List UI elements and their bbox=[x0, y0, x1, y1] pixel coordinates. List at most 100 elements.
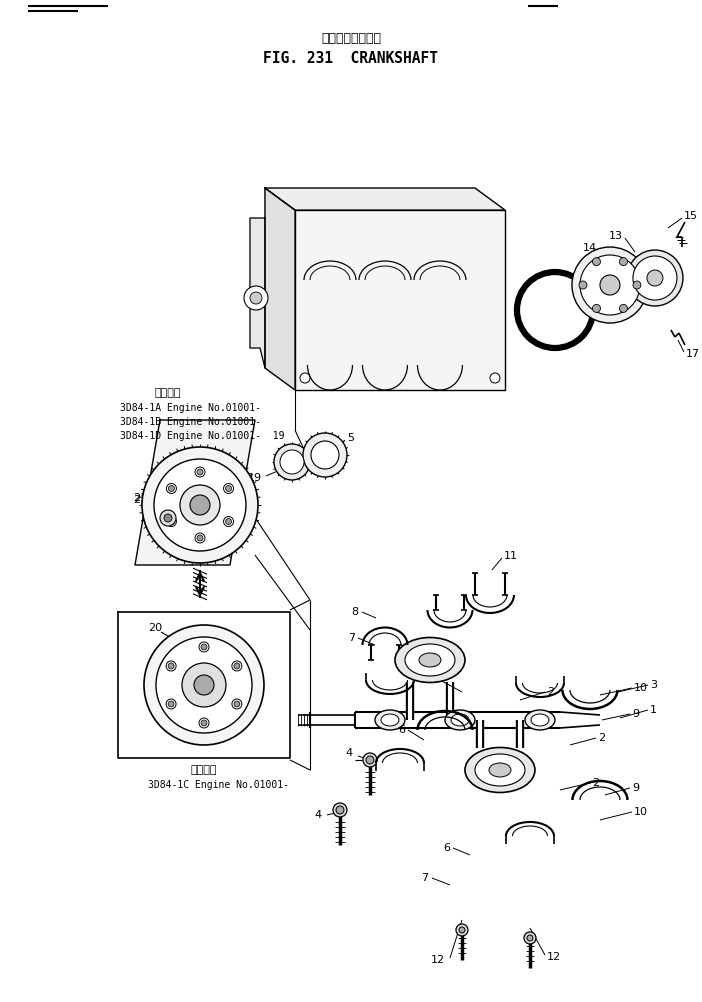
Circle shape bbox=[311, 441, 339, 469]
Circle shape bbox=[592, 258, 600, 266]
Circle shape bbox=[144, 625, 264, 744]
Text: クランクシャフト: クランクシャフト bbox=[321, 31, 381, 44]
Ellipse shape bbox=[395, 637, 465, 682]
Text: 6: 6 bbox=[398, 725, 405, 735]
Text: 20: 20 bbox=[148, 623, 162, 633]
Circle shape bbox=[142, 447, 258, 563]
Circle shape bbox=[164, 514, 172, 522]
Circle shape bbox=[232, 699, 242, 709]
Circle shape bbox=[223, 484, 234, 494]
Circle shape bbox=[232, 661, 242, 671]
Ellipse shape bbox=[489, 763, 511, 777]
Circle shape bbox=[160, 510, 176, 526]
Polygon shape bbox=[265, 188, 295, 390]
Text: 2: 2 bbox=[547, 687, 554, 697]
Circle shape bbox=[647, 270, 663, 286]
Text: 2: 2 bbox=[592, 778, 599, 788]
Circle shape bbox=[234, 663, 240, 669]
Text: 14: 14 bbox=[583, 243, 597, 254]
Ellipse shape bbox=[531, 714, 549, 726]
Text: 2: 2 bbox=[598, 733, 605, 743]
Circle shape bbox=[300, 373, 310, 383]
Ellipse shape bbox=[451, 714, 469, 726]
Circle shape bbox=[490, 373, 500, 383]
Circle shape bbox=[190, 495, 210, 515]
Circle shape bbox=[180, 485, 220, 525]
Text: 21: 21 bbox=[133, 493, 147, 503]
Text: 適用号機: 適用号機 bbox=[154, 388, 181, 398]
Text: 1: 1 bbox=[650, 705, 657, 715]
Text: 20: 20 bbox=[189, 455, 203, 465]
Circle shape bbox=[199, 642, 209, 652]
Text: 8: 8 bbox=[351, 607, 358, 617]
Circle shape bbox=[456, 924, 468, 936]
Text: 15: 15 bbox=[684, 211, 698, 221]
Circle shape bbox=[225, 518, 232, 524]
Text: 3: 3 bbox=[650, 680, 657, 690]
Circle shape bbox=[168, 486, 174, 492]
Circle shape bbox=[524, 932, 536, 944]
Circle shape bbox=[197, 469, 203, 475]
Circle shape bbox=[166, 516, 176, 526]
Circle shape bbox=[363, 753, 377, 767]
Circle shape bbox=[166, 699, 176, 709]
Circle shape bbox=[579, 281, 587, 289]
Circle shape bbox=[280, 450, 304, 474]
Circle shape bbox=[459, 927, 465, 933]
Ellipse shape bbox=[381, 714, 399, 726]
Circle shape bbox=[333, 803, 347, 817]
Text: 6: 6 bbox=[443, 843, 450, 853]
Circle shape bbox=[154, 459, 246, 551]
Ellipse shape bbox=[445, 710, 475, 730]
Circle shape bbox=[234, 701, 240, 707]
Text: 4: 4 bbox=[315, 810, 322, 820]
Text: 9: 9 bbox=[632, 783, 639, 793]
Circle shape bbox=[592, 305, 600, 313]
Text: 12: 12 bbox=[431, 955, 445, 965]
Ellipse shape bbox=[405, 644, 455, 676]
Circle shape bbox=[274, 444, 310, 480]
Circle shape bbox=[197, 535, 203, 541]
Circle shape bbox=[201, 644, 207, 650]
Circle shape bbox=[527, 935, 533, 941]
Polygon shape bbox=[265, 188, 505, 210]
Circle shape bbox=[524, 279, 586, 341]
Circle shape bbox=[166, 484, 176, 494]
Circle shape bbox=[182, 663, 226, 707]
Text: 17: 17 bbox=[686, 349, 700, 359]
Circle shape bbox=[194, 675, 214, 695]
Circle shape bbox=[572, 247, 648, 323]
Circle shape bbox=[600, 275, 620, 295]
Circle shape bbox=[195, 533, 205, 543]
Circle shape bbox=[633, 257, 677, 300]
Circle shape bbox=[303, 433, 347, 477]
Text: FIG. 231  CRANKSHAFT: FIG. 231 CRANKSHAFT bbox=[263, 50, 439, 65]
Ellipse shape bbox=[419, 653, 441, 667]
Text: 7: 7 bbox=[348, 633, 355, 643]
Ellipse shape bbox=[525, 710, 555, 730]
Circle shape bbox=[580, 256, 640, 315]
Circle shape bbox=[244, 286, 268, 310]
Circle shape bbox=[168, 518, 174, 524]
Ellipse shape bbox=[375, 710, 405, 730]
Circle shape bbox=[195, 467, 205, 477]
Text: 2: 2 bbox=[430, 675, 437, 685]
Circle shape bbox=[633, 281, 641, 289]
Text: 3D84-1A Engine No.01001-: 3D84-1A Engine No.01001- bbox=[120, 403, 261, 413]
Circle shape bbox=[225, 486, 232, 492]
Text: 10: 10 bbox=[634, 683, 648, 693]
Polygon shape bbox=[135, 420, 255, 565]
Circle shape bbox=[336, 806, 344, 814]
Polygon shape bbox=[295, 210, 505, 390]
Text: 5: 5 bbox=[347, 433, 354, 443]
Text: 3D84-1B Engine No.01001-: 3D84-1B Engine No.01001- bbox=[120, 417, 261, 427]
Circle shape bbox=[619, 305, 628, 313]
Circle shape bbox=[168, 663, 174, 669]
Ellipse shape bbox=[475, 754, 525, 786]
Text: 12: 12 bbox=[547, 952, 561, 962]
Text: 11: 11 bbox=[504, 551, 518, 561]
Text: 9: 9 bbox=[632, 709, 639, 719]
Text: 3D84-1D Engine No.01001-  19: 3D84-1D Engine No.01001- 19 bbox=[120, 431, 284, 441]
Circle shape bbox=[517, 272, 593, 348]
Text: 13: 13 bbox=[609, 231, 623, 241]
